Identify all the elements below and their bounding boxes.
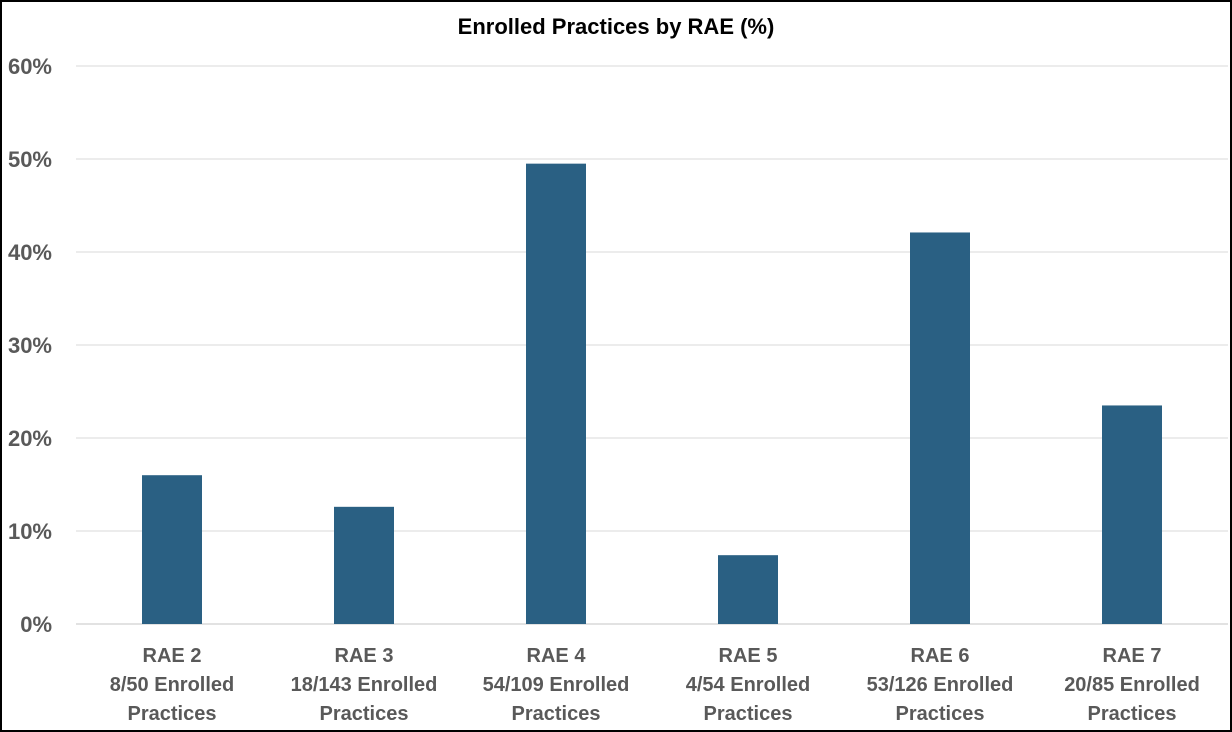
x-tick-label: RAE 4 54/109 Enrolled Practices	[483, 645, 630, 725]
chart-title: Enrolled Practices by RAE (%)	[457, 14, 775, 39]
x-tick-label: RAE 6 53/126 Enrolled Practices	[867, 645, 1014, 725]
y-tick-label: 10%	[8, 519, 52, 544]
x-axis-ticks: RAE 2 8/50 Enrolled Practices RAE 3 18/143 E…	[110, 645, 1200, 725]
bar	[1102, 405, 1162, 624]
bar	[718, 555, 778, 624]
bar	[526, 163, 586, 624]
y-tick-label: 50%	[8, 147, 52, 172]
y-tick-label: 30%	[8, 333, 52, 358]
bar	[910, 232, 970, 624]
y-axis-ticks: 0% 10% 20% 30% 40% 50% 60%	[8, 54, 52, 637]
x-tick-label: RAE 5 4/54 Enrolled Practices	[686, 645, 811, 725]
y-tick-label: 0%	[20, 612, 52, 637]
bars	[142, 163, 1162, 624]
bar	[142, 475, 202, 624]
x-tick-label: RAE 3 18/143 Enrolled Practices	[291, 645, 438, 725]
x-tick-label: RAE 2 8/50 Enrolled Practices	[110, 645, 235, 725]
bar	[334, 506, 394, 624]
x-tick-label: RAE 7 20/85 Enrolled Practices	[1064, 645, 1200, 725]
y-tick-label: 20%	[8, 426, 52, 451]
y-tick-label: 60%	[8, 54, 52, 79]
gridlines	[76, 65, 1228, 625]
y-tick-label: 40%	[8, 240, 52, 265]
